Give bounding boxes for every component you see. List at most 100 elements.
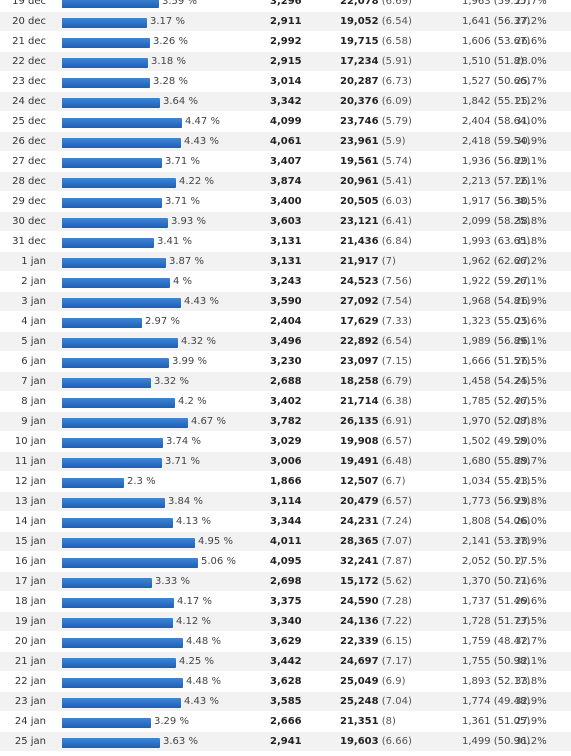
returning-cell: 1,989 (56.89) [462, 336, 531, 347]
pageviews-cell: 24,697 (7.17) [340, 652, 412, 672]
pageviews-cell: 19,715 (6.58) [340, 32, 412, 52]
table-row: 4 jan 2.97 % 2,404 17,629 (7.33) 1,323 (… [0, 312, 571, 332]
returning-cell: 1,641 (56.37) [462, 16, 531, 27]
rate-cell: 28.0% [515, 56, 547, 67]
pageviews-value: 27,092 [340, 296, 379, 307]
share-percent: 3.64 % [163, 96, 198, 107]
share-percent: 3.63 % [163, 736, 198, 747]
returning-cell: 1,773 (56.93) [462, 496, 531, 507]
pageviews-cell: 22,078 (6.69) [340, 0, 412, 12]
pageviews-ratio: (6.38) [381, 396, 412, 407]
visits-cell: 3,014 [270, 76, 302, 87]
rate-cell: 25.6% [515, 316, 547, 327]
rate-cell: 30.9% [515, 136, 547, 147]
returning-cell: 1,680 (55.88) [462, 456, 531, 467]
pageviews-value: 21,436 [340, 236, 379, 247]
pageviews-value: 20,505 [340, 196, 379, 207]
date-cell: 17 jan [14, 576, 46, 587]
pageviews-cell: 20,961 (5.41) [340, 172, 412, 192]
share-bar [62, 678, 183, 688]
table-row: 20 dec 3.17 % 2,911 19,052 (6.54) 1,641 … [0, 12, 571, 32]
share-bar [62, 598, 174, 608]
rate-cell: 27.2% [515, 16, 547, 27]
visits-cell: 3,496 [270, 336, 302, 347]
pageviews-cell: 23,961 (5.9) [340, 132, 406, 152]
pageviews-cell: 19,603 (6.66) [340, 732, 412, 752]
share-percent: 3.59 % [162, 0, 197, 7]
visits-cell: 3,629 [270, 636, 302, 647]
pageviews-value: 12,507 [340, 476, 379, 487]
pageviews-ratio: (6.54) [381, 336, 412, 347]
rate-cell: 26.0% [515, 516, 547, 527]
pageviews-cell: 20,287 (6.73) [340, 72, 412, 92]
pageviews-cell: 24,231 (7.24) [340, 512, 412, 532]
rate-cell: 26.5% [515, 356, 547, 367]
pageviews-ratio: (5.9) [381, 136, 406, 147]
share-percent: 3.26 % [153, 36, 188, 47]
share-bar [62, 298, 181, 308]
rate-cell: 31.8% [515, 236, 547, 247]
returning-cell: 1,785 (52.46) [462, 396, 531, 407]
share-percent: 3.71 % [165, 156, 200, 167]
visits-cell: 3,342 [270, 96, 302, 107]
date-cell: 6 jan [21, 356, 46, 367]
visits-cell: 2,666 [270, 716, 302, 727]
pageviews-value: 23,097 [340, 356, 379, 367]
returning-cell: 1,922 (59.26) [462, 276, 531, 287]
pageviews-ratio: (8) [381, 716, 396, 727]
table-row: 5 jan 4.32 % 3,496 22,892 (6.54) 1,989 (… [0, 332, 571, 352]
pageviews-cell: 21,351 (8) [340, 712, 396, 732]
returning-cell: 1,842 (55.11) [462, 96, 531, 107]
pageviews-ratio: (6.84) [381, 236, 412, 247]
table-row: 8 jan 4.2 % 3,402 21,714 (6.38) 1,785 (5… [0, 392, 571, 412]
pageviews-value: 21,917 [340, 256, 379, 267]
share-bar [62, 478, 124, 488]
pageviews-ratio: (6.03) [381, 196, 412, 207]
date-cell: 9 jan [21, 416, 46, 427]
table-row: 1 jan 3.87 % 3,131 21,917 (7) 1,962 (62.… [0, 252, 571, 272]
pageviews-cell: 27,092 (7.54) [340, 292, 412, 312]
pageviews-ratio: (7.15) [381, 356, 412, 367]
share-bar [62, 118, 182, 128]
pageviews-ratio: (6.79) [381, 376, 412, 387]
returning-cell: 1,458 (54.24) [462, 376, 531, 387]
share-bar [62, 438, 163, 448]
visits-cell: 3,006 [270, 456, 302, 467]
share-percent: 4.43 % [184, 296, 219, 307]
pageviews-ratio: (6.41) [381, 216, 412, 227]
table-row: 24 jan 3.29 % 2,666 21,351 (8) 1,361 (51… [0, 712, 571, 732]
rate-cell: 38.8% [515, 216, 547, 227]
pageviews-ratio: (7) [381, 256, 396, 267]
table-row: 16 jan 5.06 % 4,095 32,241 (7.87) 2,052 … [0, 552, 571, 572]
returning-cell: 2,404 (58.64) [462, 116, 531, 127]
share-percent: 4 % [173, 276, 193, 287]
returning-cell: 1,737 (51.46) [462, 596, 531, 607]
date-cell: 15 jan [14, 536, 46, 547]
rate-cell: 27.9% [515, 716, 547, 727]
pageviews-cell: 25,248 (7.04) [340, 692, 412, 712]
visits-cell: 3,114 [270, 496, 302, 507]
pageviews-value: 25,049 [340, 676, 379, 687]
date-cell: 26 dec [12, 136, 46, 147]
share-bar [62, 58, 148, 68]
rate-cell: 27.8% [515, 416, 547, 427]
date-cell: 27 dec [12, 156, 46, 167]
share-percent: 4.32 % [181, 336, 216, 347]
pageviews-ratio: (7.22) [381, 616, 412, 627]
date-cell: 13 jan [14, 496, 46, 507]
table-row: 24 dec 3.64 % 3,342 20,376 (6.09) 1,842 … [0, 92, 571, 112]
table-row: 19 jan 4.12 % 3,340 24,136 (7.22) 1,728 … [0, 612, 571, 632]
share-percent: 4.22 % [179, 176, 214, 187]
rate-cell: 32.1% [515, 656, 547, 667]
date-cell: 8 jan [21, 396, 46, 407]
pageviews-cell: 17,629 (7.33) [340, 312, 412, 332]
date-cell: 28 dec [12, 176, 46, 187]
share-percent: 4.17 % [177, 596, 212, 607]
share-bar [62, 418, 188, 428]
date-cell: 24 dec [12, 96, 46, 107]
pageviews-value: 19,908 [340, 436, 379, 447]
rate-cell: 25.2% [515, 96, 547, 107]
share-bar [62, 398, 175, 408]
pageviews-ratio: (7.04) [381, 696, 412, 707]
share-percent: 3.33 % [155, 576, 190, 587]
